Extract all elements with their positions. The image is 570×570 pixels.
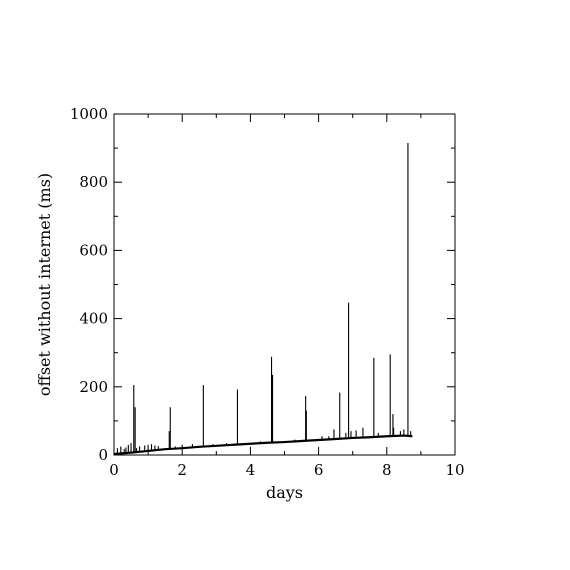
y-tick-label: 600: [79, 241, 108, 259]
y-tick-label: 0: [98, 446, 108, 464]
series: [113, 142, 413, 456]
x-tick-label: 0: [109, 461, 119, 479]
plot-frame: [113, 113, 456, 456]
y-tick-label: 200: [79, 378, 108, 396]
y-tick-label: 400: [79, 310, 108, 328]
y-axis-label: offset without internet (ms): [35, 173, 54, 396]
x-tick-label: 2: [177, 461, 187, 479]
x-tick-label: 10: [445, 461, 464, 479]
y-tick-label: 1000: [70, 105, 108, 123]
ticks: 0 2 4 6 8 10 0 200 400 600 800 1000: [70, 105, 465, 479]
series-baseline-line: [113, 434, 413, 456]
x-tick-label: 4: [246, 461, 256, 479]
x-axis-label: days: [266, 483, 303, 502]
x-tick-label: 8: [382, 461, 392, 479]
x-tick-label: 6: [314, 461, 324, 479]
y-tick-label: 800: [79, 173, 108, 191]
